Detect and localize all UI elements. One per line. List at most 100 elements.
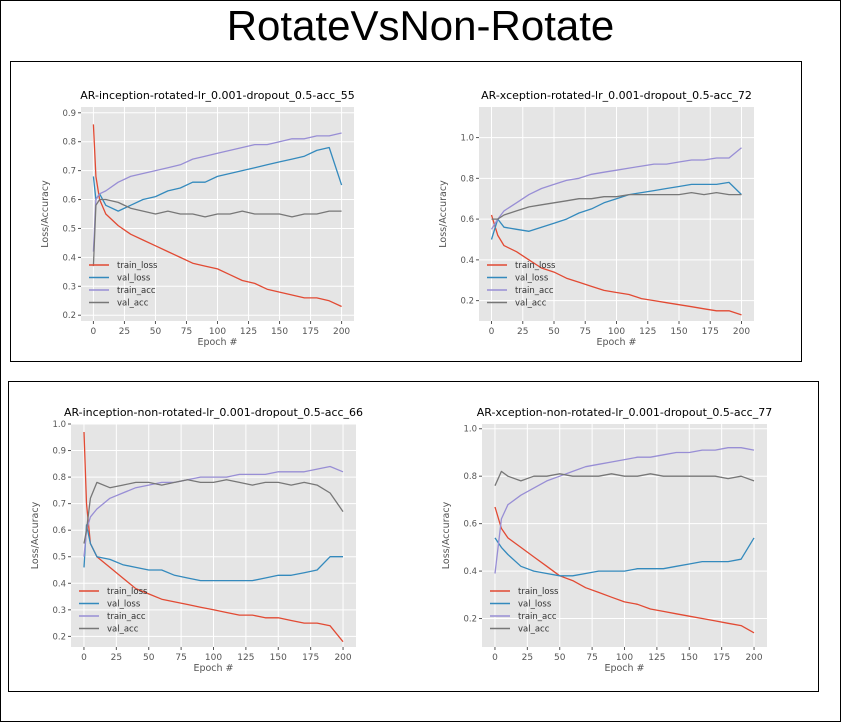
y-axis-label: Loss/Accuracy [438,180,449,248]
x-tick-label: 25 [111,653,122,663]
x-tick-label: 175 [302,653,319,663]
series-line-train-loss [494,506,755,634]
y-tick-label: 0.9 [52,447,66,457]
x-axis-label: Epoch # [197,337,237,348]
y-axis-label: Loss/Accuracy [40,180,51,248]
x-tick-label: 100 [608,327,625,337]
y-tick-label: 0.6 [52,526,66,536]
legend-label-val-acc: val_acc [107,625,139,635]
series-line-train-loss [490,214,742,316]
x-tick-label: 175 [702,327,719,337]
y-tick-label: 1.0 [463,425,477,435]
x-tick-label: 0 [492,653,498,663]
chart-title: AR-inception-rotated-lr_0.001-dropout_0.… [80,89,354,102]
series-line-val-loss [92,146,343,212]
x-tick-label: 200 [733,327,750,337]
y-tick-label: 1.0 [52,420,66,430]
x-tick-label: 200 [745,653,762,663]
y-tick-label: 0.2 [460,297,474,307]
x-tick-label: 175 [302,327,319,337]
y-tick-label: 0.4 [463,567,477,577]
x-tick-label: 125 [639,327,656,337]
x-axis-label: Epoch # [604,663,644,674]
y-axis-label: Loss/Accuracy [441,501,452,569]
x-tick-label: 25 [522,653,533,663]
page-title: RotateVsNon-Rotate [226,2,615,49]
legend-label-val-loss: val_loss [117,274,151,284]
x-tick-label: 125 [240,327,257,337]
x-axis-label: Epoch # [596,337,636,348]
x-tick-label: 150 [270,653,287,663]
series-line-val-acc [92,198,342,267]
x-tick-label: 200 [334,653,351,663]
y-tick-label: 0.4 [460,256,474,266]
x-tick-label: 0 [91,327,97,337]
x-tick-label: 50 [548,327,560,337]
series-line-train-loss [92,124,342,308]
x-tick-label: 25 [517,327,528,337]
y-tick-label: 0.2 [62,311,76,321]
chart-title: AR-inception-non-rotated-lr_0.001-dropou… [64,406,363,419]
x-tick-label: 0 [81,653,87,663]
x-tick-label: 100 [209,327,226,337]
series-line-train-loss [83,431,344,643]
y-tick-label: 0.3 [62,282,76,292]
series-line-train-acc [83,465,344,557]
y-tick-label: 0.8 [460,174,474,184]
x-tick-label: 100 [205,653,222,663]
legend-label-train-loss: train_loss [515,261,556,271]
x-tick-label: 125 [237,653,254,663]
y-tick-label: 0.8 [62,138,76,148]
legend-label-train-acc: train_acc [518,612,557,622]
y-tick-label: 0.7 [62,167,76,177]
legend-label-train-loss: train_loss [107,587,148,597]
legend-label-train-loss: train_loss [518,587,559,597]
series-line-val-acc [83,479,344,544]
y-tick-label: 0.6 [463,520,477,530]
x-tick-label: 150 [271,327,288,337]
y-tick-label: 0.2 [52,632,66,642]
legend-label-train-loss: train_loss [117,261,158,271]
y-tick-label: 0.7 [52,500,66,510]
legend-label-val-acc: val_acc [117,299,149,309]
series-line-val-loss [494,537,755,577]
y-tick-label: 0.4 [52,579,66,589]
series-line-train-acc [494,447,755,574]
legend-label-train-acc: train_acc [107,612,146,622]
y-tick-label: 0.4 [62,253,76,263]
x-tick-label: 50 [143,653,155,663]
legend-label-val-loss: val_loss [515,274,549,284]
y-tick-label: 0.5 [52,553,66,563]
legend-label-val-loss: val_loss [107,600,141,610]
x-tick-label: 75 [580,327,591,337]
y-tick-label: 0.8 [52,473,66,483]
chart-title: AR-xception-rotated-lr_0.001-dropout_0.5… [481,89,752,102]
x-tick-label: 200 [333,327,350,337]
y-tick-label: 0.9 [62,109,76,119]
x-tick-label: 175 [713,653,730,663]
series-line-train-acc [92,132,342,252]
legend-label-train-acc: train_acc [515,286,554,296]
series-line-val-acc [491,191,742,220]
x-axis-label: Epoch # [193,663,233,674]
y-tick-label: 1.0 [460,134,474,144]
series-line-val-loss [83,524,343,582]
y-tick-label: 0.6 [460,215,474,225]
legend-label-val-loss: val_loss [518,600,552,610]
legend-label-val-acc: val_acc [518,625,550,635]
legend-label-val-acc: val_acc [515,299,547,309]
x-tick-label: 75 [586,653,597,663]
x-tick-label: 25 [119,327,130,337]
legend-label-train-acc: train_acc [117,286,156,296]
x-tick-label: 75 [181,327,192,337]
chart-title: AR-xception-non-rotated-lr_0.001-dropout… [477,406,772,419]
x-tick-label: 150 [681,653,698,663]
x-tick-label: 150 [670,327,687,337]
y-tick-label: 0.3 [52,606,66,616]
series-line-val-acc [494,470,755,486]
y-axis-label: Loss/Accuracy [30,501,41,569]
